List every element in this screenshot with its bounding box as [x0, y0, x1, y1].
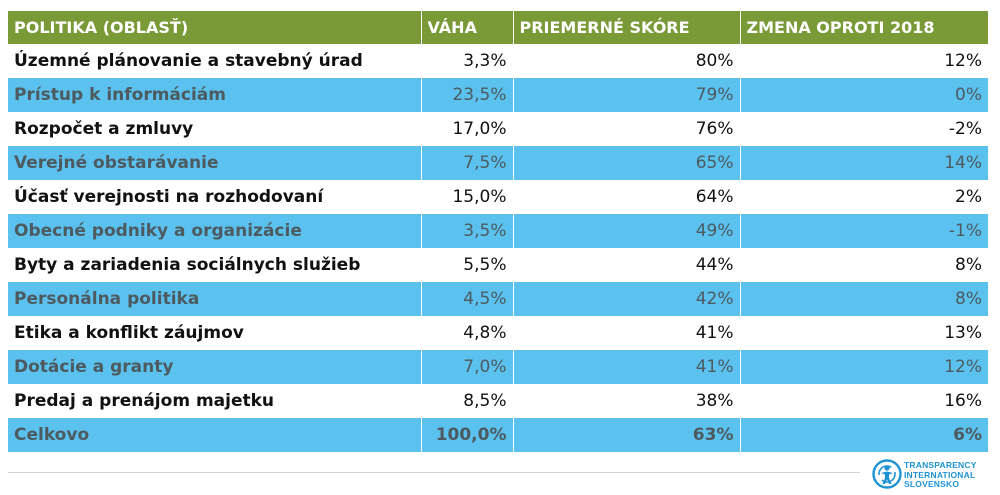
- footer-divider: [8, 472, 860, 473]
- logo-text: TRANSPARENCY INTERNATIONAL SLOVENSKO: [904, 460, 977, 490]
- cell-policy: Predaj a prenájom majetku: [8, 384, 422, 418]
- cell-weight: 23,5%: [421, 78, 514, 112]
- cell-change: 2%: [740, 180, 988, 214]
- cell-score: 38%: [513, 384, 741, 418]
- cell-policy: Prístup k informáciám: [8, 78, 422, 112]
- policy-table: POLITIKA (OBLASŤ) VÁHA PRIEMERNÉ SKÓRE Z…: [8, 11, 988, 452]
- cell-change: 8%: [740, 282, 988, 316]
- table-row: Prístup k informáciám 23,5% 79% 0%: [8, 78, 988, 112]
- cell-change: -2%: [740, 112, 988, 146]
- cell-policy: Územné plánovanie a stavebný úrad: [8, 44, 422, 78]
- cell-score: 41%: [513, 316, 741, 350]
- cell-score: 65%: [513, 146, 741, 180]
- cell-weight: 4,5%: [421, 282, 514, 316]
- table-row: Personálna politika 4,5% 42% 8%: [8, 282, 988, 316]
- cell-weight: 5,5%: [421, 248, 514, 282]
- total-policy: Celkovo: [8, 418, 422, 452]
- header-policy: POLITIKA (OBLASŤ): [8, 11, 422, 44]
- cell-change: -1%: [740, 214, 988, 248]
- cell-policy: Účasť verejnosti na rozhodovaní: [8, 180, 422, 214]
- cell-change: 16%: [740, 384, 988, 418]
- cell-weight: 4,8%: [421, 316, 514, 350]
- cell-score: 44%: [513, 248, 741, 282]
- header-change: ZMENA OPROTI 2018: [740, 11, 988, 44]
- cell-weight: 7,5%: [421, 146, 514, 180]
- table-row: Územné plánovanie a stavebný úrad 3,3% 8…: [8, 44, 988, 78]
- cell-weight: 7,0%: [421, 350, 514, 384]
- table-total-row: Celkovo 100,0% 63% 6%: [8, 418, 988, 452]
- table-row: Obecné podniky a organizácie 3,5% 49% -1…: [8, 214, 988, 248]
- cell-score: 80%: [513, 44, 741, 78]
- cell-weight: 8,5%: [421, 384, 514, 418]
- cell-weight: 3,3%: [421, 44, 514, 78]
- table-row: Verejné obstarávanie 7,5% 65% 14%: [8, 146, 988, 180]
- logo-line: TRANSPARENCY: [904, 460, 977, 470]
- cell-weight: 3,5%: [421, 214, 514, 248]
- total-weight: 100,0%: [421, 418, 514, 452]
- cell-change: 0%: [740, 78, 988, 112]
- cell-change: 8%: [740, 248, 988, 282]
- cell-change: 12%: [740, 350, 988, 384]
- cell-change: 13%: [740, 316, 988, 350]
- header-weight: VÁHA: [421, 11, 514, 44]
- total-change: 6%: [740, 418, 988, 452]
- total-score: 63%: [513, 418, 741, 452]
- cell-score: 76%: [513, 112, 741, 146]
- cell-policy: Byty a zariadenia sociálnych služieb: [8, 248, 422, 282]
- cell-policy: Personálna politika: [8, 282, 422, 316]
- cell-policy: Rozpočet a zmluvy: [8, 112, 422, 146]
- table-header-row: POLITIKA (OBLASŤ) VÁHA PRIEMERNÉ SKÓRE Z…: [8, 11, 988, 44]
- cell-policy: Dotácie a granty: [8, 350, 422, 384]
- table-row: Predaj a prenájom majetku 8,5% 38% 16%: [8, 384, 988, 418]
- logo-line: SLOVENSKO: [904, 479, 960, 489]
- logo-line: INTERNATIONAL: [904, 469, 976, 480]
- cell-policy: Etika a konflikt záujmov: [8, 316, 422, 350]
- cell-score: 42%: [513, 282, 741, 316]
- table-row: Rozpočet a zmluvy 17,0% 76% -2%: [8, 112, 988, 146]
- cell-policy: Obecné podniky a organizácie: [8, 214, 422, 248]
- cell-score: 64%: [513, 180, 741, 214]
- globe-person-icon: [872, 459, 902, 489]
- cell-change: 12%: [740, 44, 988, 78]
- transparency-international-logo: TRANSPARENCY INTERNATIONAL SLOVENSKO: [872, 459, 996, 491]
- table-row: Účasť verejnosti na rozhodovaní 15,0% 64…: [8, 180, 988, 214]
- table-row: Etika a konflikt záujmov 4,8% 41% 13%: [8, 316, 988, 350]
- cell-weight: 15,0%: [421, 180, 514, 214]
- cell-score: 41%: [513, 350, 741, 384]
- cell-policy: Verejné obstarávanie: [8, 146, 422, 180]
- cell-change: 14%: [740, 146, 988, 180]
- cell-score: 79%: [513, 78, 741, 112]
- header-score: PRIEMERNÉ SKÓRE: [513, 11, 741, 44]
- table-row: Dotácie a granty 7,0% 41% 12%: [8, 350, 988, 384]
- cell-weight: 17,0%: [421, 112, 514, 146]
- table-row: Byty a zariadenia sociálnych služieb 5,5…: [8, 248, 988, 282]
- cell-score: 49%: [513, 214, 741, 248]
